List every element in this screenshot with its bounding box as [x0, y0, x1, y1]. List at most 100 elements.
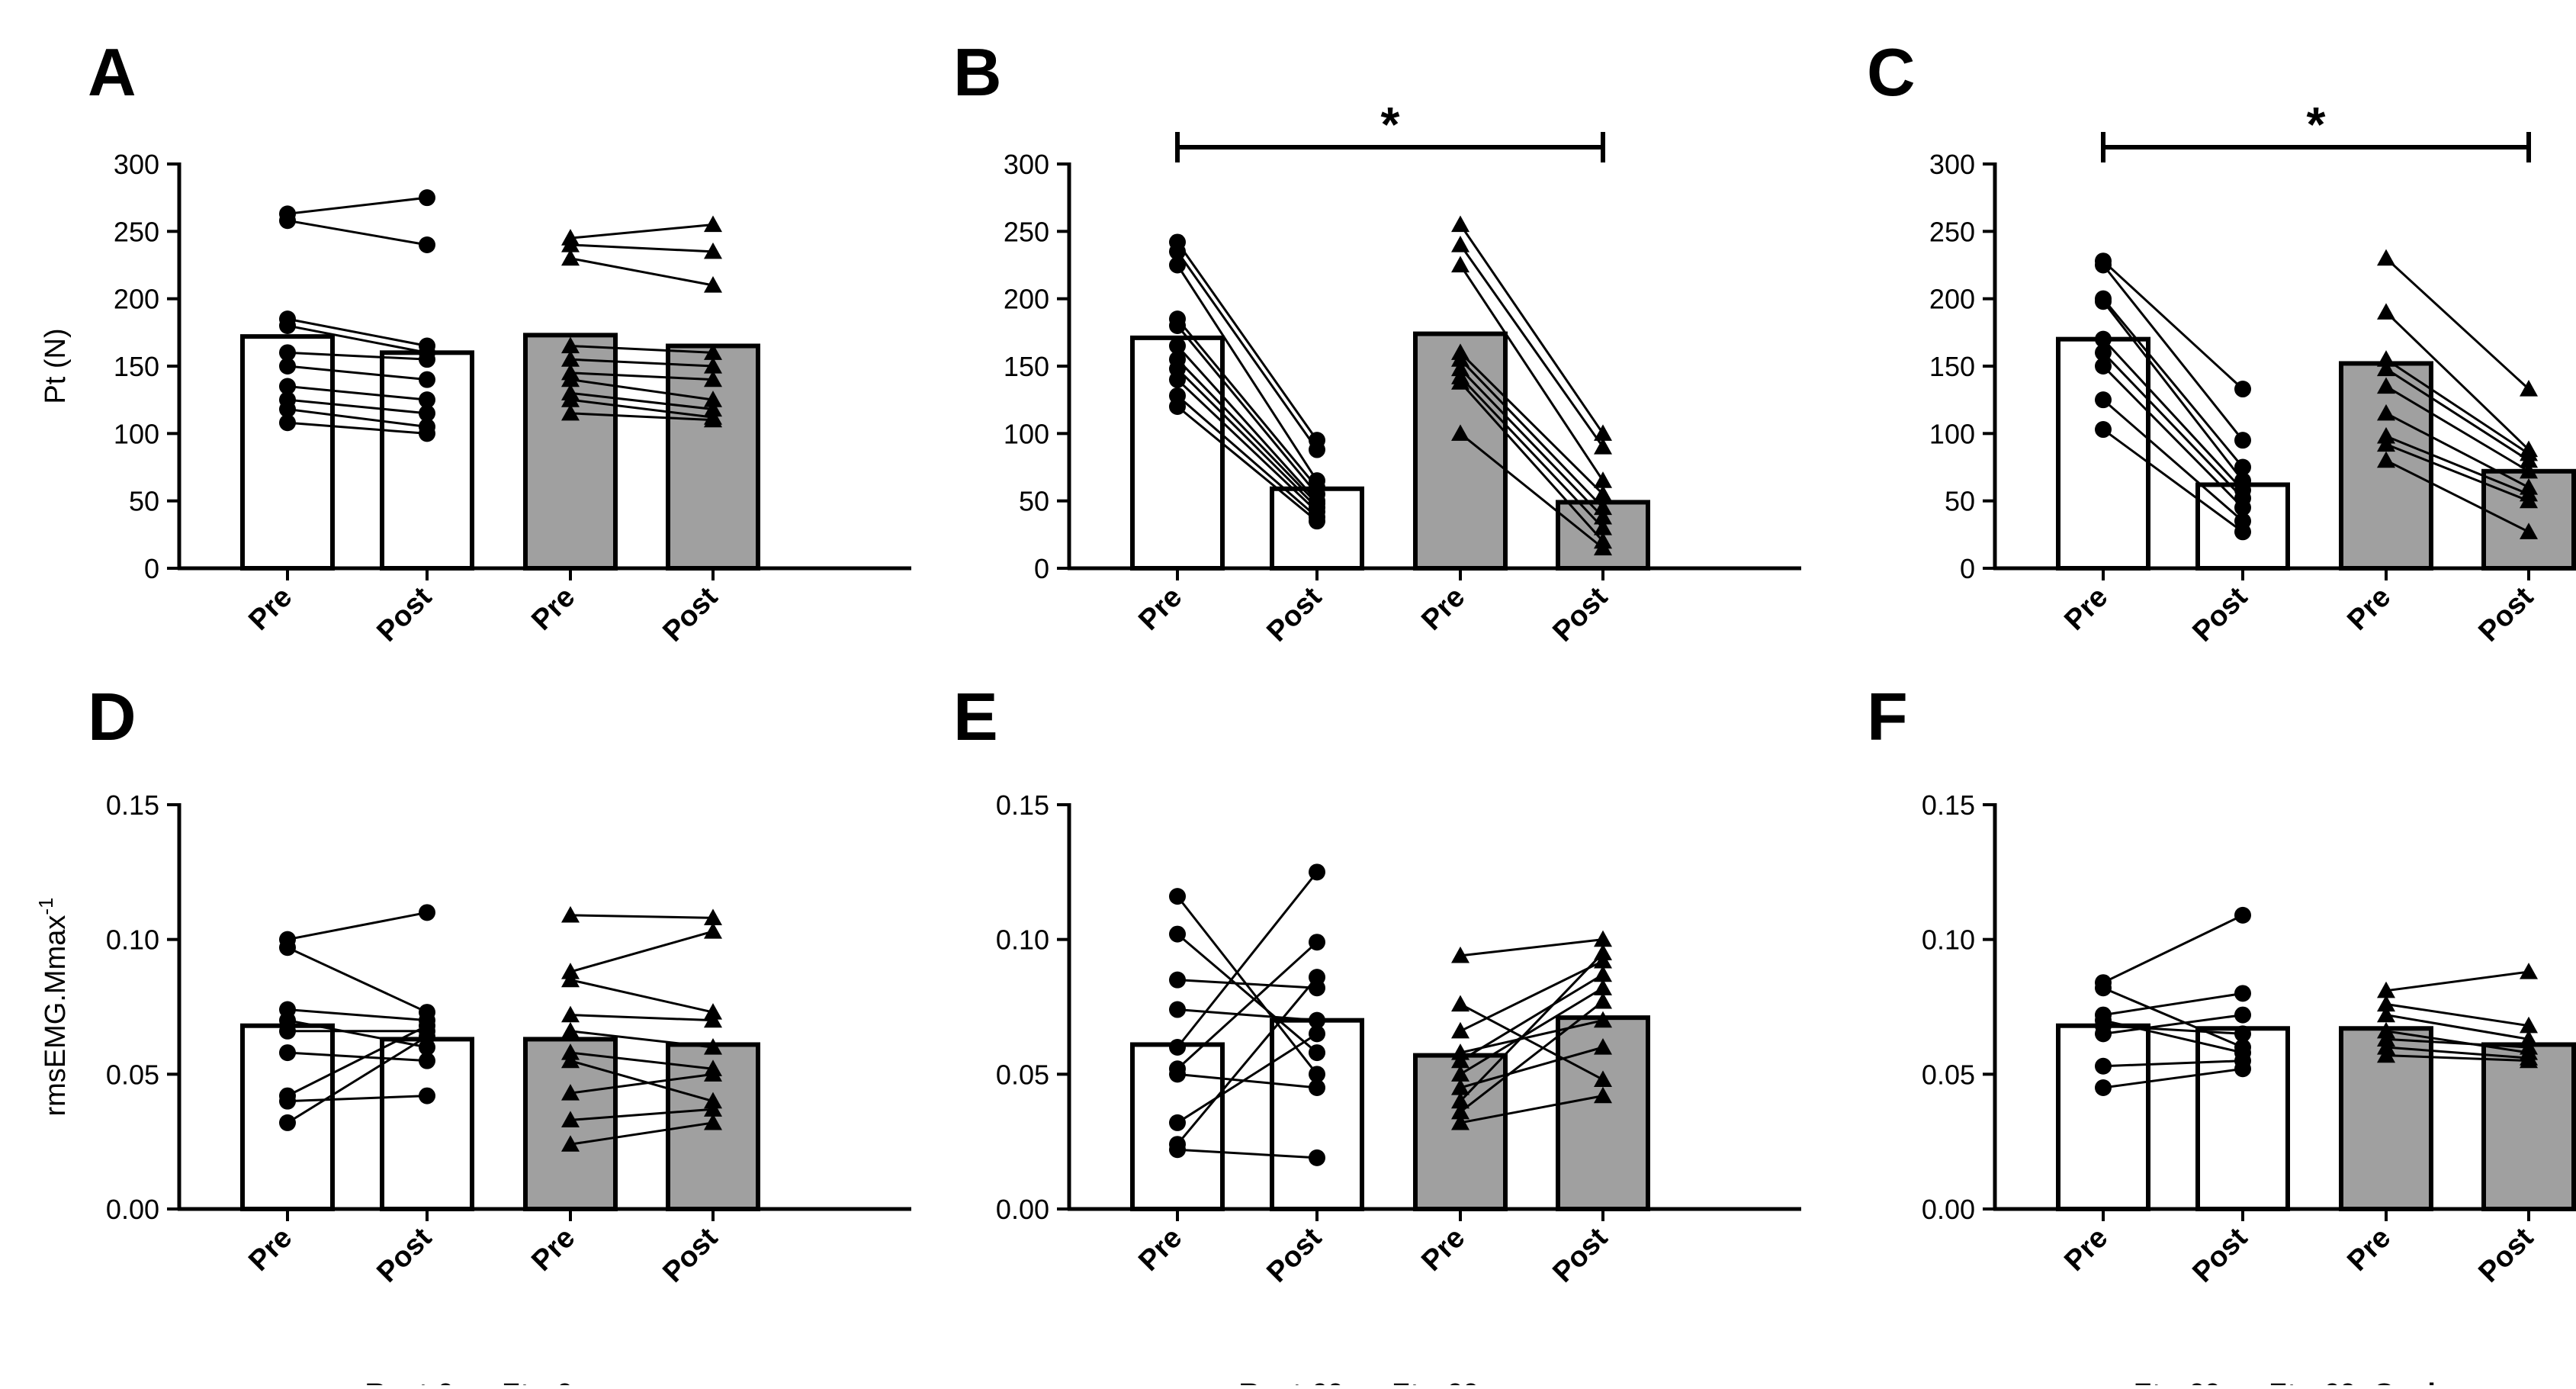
data-point-post — [704, 370, 722, 387]
pair-line — [287, 219, 428, 246]
data-point-pre — [1169, 337, 1186, 355]
pair-line — [1176, 941, 1319, 1070]
y-tick-label: 0.10 — [996, 924, 1049, 956]
data-point-post — [704, 1038, 722, 1055]
y-axis-label: Pt (N) — [40, 328, 72, 404]
data-point-post — [1309, 513, 1325, 530]
pair-line — [2385, 1037, 2529, 1049]
pair-line — [1460, 1003, 1604, 1081]
pair-line — [2385, 1014, 2529, 1040]
data-point-post — [1309, 969, 1325, 986]
y-tick-label: 50 — [129, 486, 159, 517]
data-point-post — [704, 1065, 722, 1082]
data-point-pre — [2095, 293, 2112, 310]
data-point-pre — [1169, 1001, 1186, 1018]
data-point-post — [704, 215, 722, 233]
pair-line — [570, 1051, 714, 1070]
data-point-post — [419, 425, 435, 442]
pair-line — [570, 412, 714, 422]
pair-line — [570, 391, 714, 411]
data-point-post — [1309, 863, 1325, 881]
data-point-pre — [2377, 303, 2395, 320]
y-tick-label: 0.10 — [106, 924, 159, 956]
data-point-post — [1309, 934, 1325, 951]
data-point-post — [419, 189, 435, 207]
x-tick-label: Post — [1261, 580, 1328, 648]
pair-line — [2102, 914, 2244, 984]
data-point-post — [704, 410, 722, 428]
data-point-post — [419, 404, 435, 422]
pair-line — [570, 979, 714, 1014]
y-axis-label-superscript: -1 — [34, 898, 57, 915]
data-point-pre — [2377, 350, 2395, 367]
data-point-post — [1594, 979, 1612, 995]
data-point-pre — [1451, 1113, 1469, 1130]
data-point-pre — [1169, 317, 1186, 334]
pair-line — [2385, 1054, 2529, 1063]
data-point-pre — [2377, 981, 2395, 998]
data-point-pre — [561, 1051, 580, 1069]
data-point-post — [704, 357, 722, 374]
data-point-post — [2520, 522, 2538, 539]
pair-line — [570, 930, 714, 973]
pair-line — [2102, 338, 2244, 491]
y-tick-label: 200 — [1929, 284, 1975, 315]
data-point-pre — [1451, 424, 1469, 441]
data-point-post — [1309, 1066, 1325, 1083]
pair-line — [570, 1014, 714, 1022]
data-point-pre — [2377, 377, 2395, 394]
data-point-post — [419, 904, 435, 921]
pair-line — [287, 351, 428, 361]
data-point-pre — [279, 344, 296, 362]
pair-line — [287, 946, 428, 1014]
panel-letter: A — [88, 34, 137, 110]
data-point-pre — [1451, 995, 1469, 1012]
data-point-pre — [2095, 358, 2112, 375]
data-point-pre — [1451, 215, 1469, 233]
pair-line — [2102, 992, 2244, 1017]
bar-post-b — [666, 343, 760, 571]
pair-line — [287, 1019, 428, 1049]
data-point-pre — [1451, 350, 1469, 367]
x-axis-label: Rest-60 vs Ftg-60 — [1239, 1378, 1479, 1385]
pair-line — [1459, 244, 1604, 448]
data-point-post — [2234, 523, 2251, 541]
data-point-pre — [1169, 925, 1186, 943]
pair-line — [1176, 359, 1319, 505]
pair-line — [2385, 970, 2529, 992]
pair-line — [1176, 325, 1319, 495]
data-point-pre — [561, 1084, 580, 1101]
data-point-post — [704, 343, 722, 360]
data-point-post — [419, 391, 435, 409]
data-point-post — [2520, 461, 2538, 479]
panel-b: B 0 50 100 150 200 250 300 Pre Post Pre Post * — [953, 34, 1801, 648]
y-tick-label: 0.00 — [106, 1194, 159, 1225]
data-point-post — [1594, 944, 1612, 960]
pair-line — [287, 317, 428, 347]
pair-line — [1460, 986, 1604, 1076]
data-point-post — [2520, 1016, 2538, 1034]
data-point-pre — [561, 905, 580, 923]
y-tick-label: 150 — [1929, 351, 1975, 382]
x-tick-label: Post — [1547, 1221, 1614, 1288]
data-point-pre — [1169, 888, 1186, 905]
pair-line — [2102, 352, 2244, 500]
data-point-pre — [279, 1022, 296, 1040]
pair-line — [1459, 352, 1604, 495]
pair-line — [287, 1051, 428, 1063]
data-point-pre — [279, 212, 296, 230]
pair-line — [2385, 385, 2529, 473]
x-tick-label: Pre — [243, 1222, 298, 1278]
data-point-pre — [2377, 359, 2395, 377]
y-tick-label: 50 — [1945, 486, 1975, 517]
data-point-post — [704, 276, 722, 293]
data-point-post — [1594, 1038, 1612, 1055]
data-point-pre — [1169, 243, 1186, 260]
pair-line — [287, 1095, 428, 1103]
data-point-pre — [1169, 398, 1186, 415]
data-point-post — [1309, 1011, 1325, 1029]
pair-line — [287, 1008, 428, 1022]
x-tick-label: Pre — [2341, 581, 2397, 637]
data-point-pre — [561, 1005, 580, 1023]
data-point-post — [704, 1113, 722, 1130]
